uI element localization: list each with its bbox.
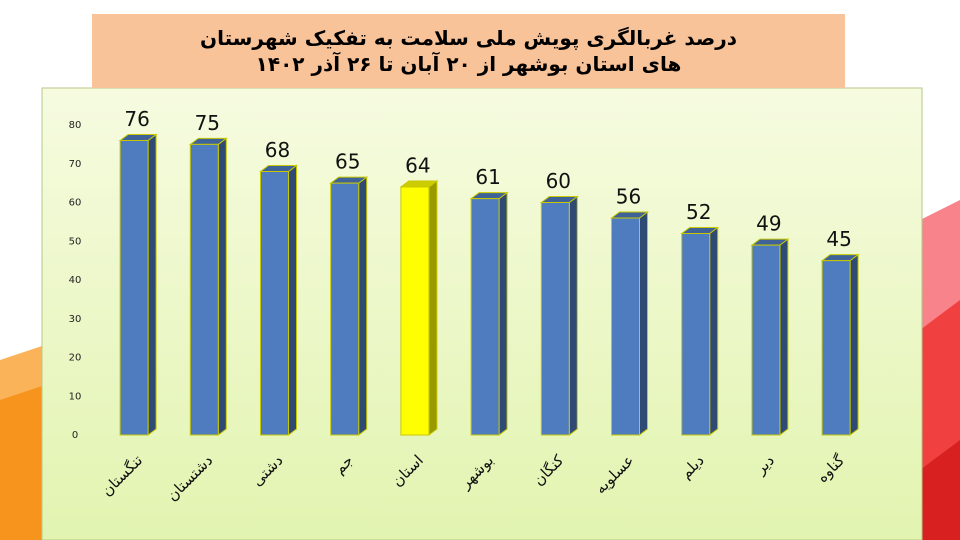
bar-side bbox=[217, 137, 227, 436]
bar-front bbox=[821, 260, 851, 436]
bar-side bbox=[779, 238, 789, 436]
bar bbox=[118, 133, 158, 436]
title-box: درصد غربالگری پویش ملی سلامت به تفکیک شه… bbox=[92, 14, 845, 88]
bar-side bbox=[849, 253, 859, 436]
y-tick-label: 70 bbox=[69, 159, 82, 170]
bar bbox=[259, 164, 298, 436]
bar-front bbox=[189, 143, 219, 436]
bar-front bbox=[330, 182, 360, 436]
value-label: 49 bbox=[756, 212, 781, 236]
bar bbox=[610, 211, 649, 436]
decor-right bbox=[920, 440, 960, 540]
y-tick-label: 0 bbox=[72, 430, 78, 441]
y-tick-label: 80 bbox=[69, 120, 82, 131]
bar-front bbox=[119, 140, 149, 436]
value-label: 65 bbox=[335, 150, 360, 174]
y-tick-label: 30 bbox=[69, 314, 82, 325]
bar-front bbox=[470, 198, 500, 436]
y-tick-label: 10 bbox=[69, 391, 82, 402]
bar-side bbox=[568, 195, 578, 436]
bar bbox=[329, 176, 369, 436]
value-label: 61 bbox=[475, 165, 500, 189]
bar-front bbox=[611, 217, 640, 436]
bar bbox=[399, 180, 439, 436]
bar-side bbox=[147, 133, 157, 436]
value-label: 64 bbox=[405, 154, 430, 178]
y-tick-label: 60 bbox=[69, 198, 82, 209]
bar-front bbox=[400, 186, 430, 436]
bar-front bbox=[260, 171, 289, 436]
bar-side bbox=[428, 180, 438, 436]
bar-front bbox=[681, 233, 711, 436]
value-label: 60 bbox=[546, 169, 571, 193]
bar-front bbox=[540, 202, 570, 436]
bar bbox=[539, 195, 579, 436]
bar bbox=[750, 238, 790, 436]
bar-side bbox=[498, 191, 508, 436]
value-label: 76 bbox=[124, 107, 149, 131]
value-label: 68 bbox=[265, 138, 290, 162]
bar-front bbox=[751, 244, 781, 436]
bar-side bbox=[288, 164, 297, 436]
bar bbox=[188, 137, 228, 436]
y-tick-label: 40 bbox=[69, 275, 82, 286]
bar-side bbox=[358, 176, 368, 436]
value-label: 75 bbox=[195, 111, 220, 135]
y-tick-label: 20 bbox=[69, 353, 82, 364]
bar bbox=[820, 253, 860, 436]
bar-side bbox=[639, 211, 648, 436]
value-label: 56 bbox=[616, 185, 641, 209]
chart-title: درصد غربالگری پویش ملی سلامت به تفکیک شه… bbox=[200, 26, 737, 76]
bar bbox=[680, 226, 720, 436]
bar-side bbox=[709, 226, 719, 436]
y-tick-label: 50 bbox=[69, 236, 82, 247]
value-label: 52 bbox=[686, 200, 711, 224]
value-label: 45 bbox=[826, 227, 851, 251]
bar bbox=[469, 191, 509, 436]
